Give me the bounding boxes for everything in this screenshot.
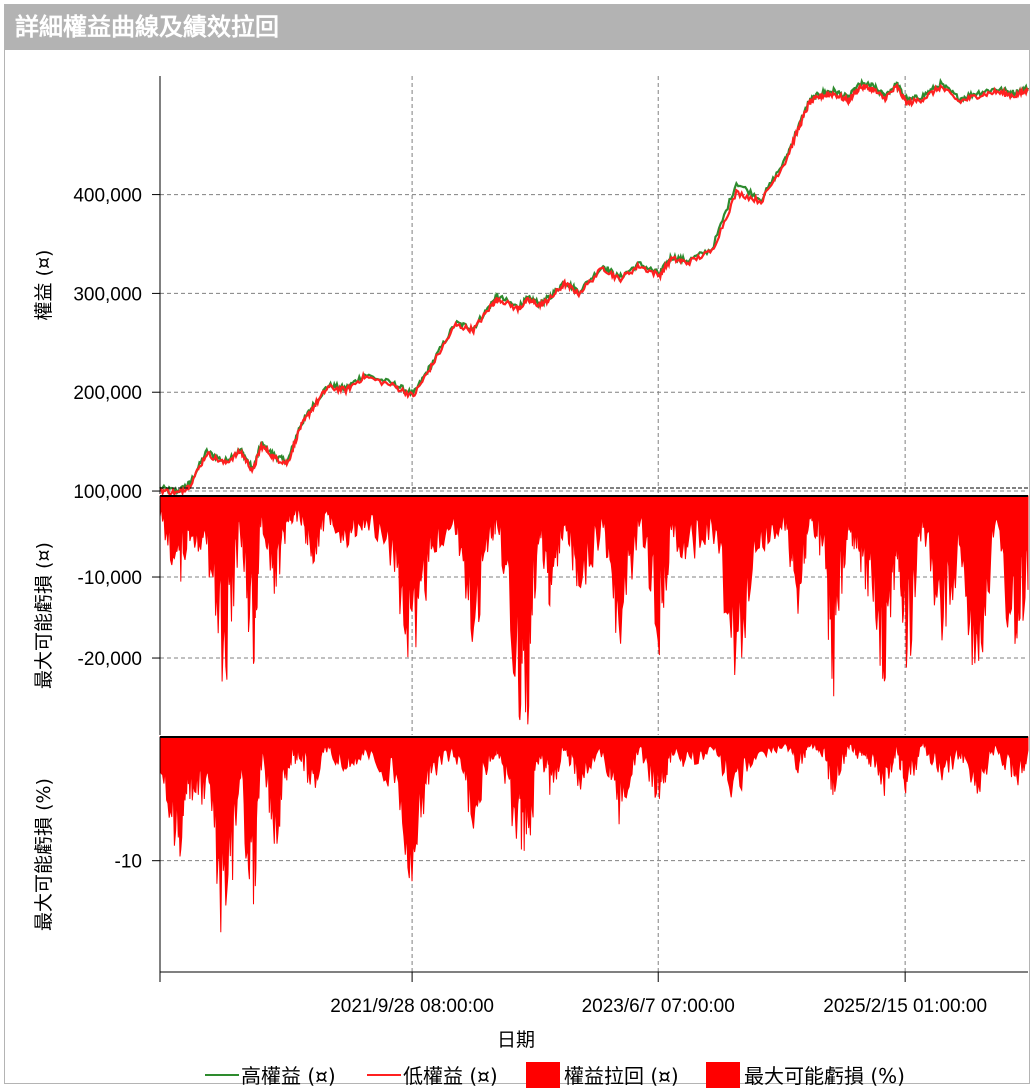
y-tick-label: -10,000 — [78, 568, 142, 589]
y-axis-label: 最大可能虧損 (¤) — [33, 542, 55, 689]
legend-item-equity-drawdown: 權益拉回 (¤) — [526, 1060, 679, 1089]
y-tick-label: -10 — [115, 852, 142, 873]
x-tick-label: 2025/2/15 01:00:00 — [823, 996, 987, 1017]
legend-swatch-red-line — [367, 1073, 401, 1076]
series-line-high-equity — [159, 77, 1030, 496]
equity-panel: 100,000 200,000 300,000 400,000 權益 (¤) — [33, 76, 1030, 503]
y-tick-label: 200,000 — [73, 383, 142, 404]
drawdown-amount-panel: -10,000 -20,000 最大可能虧損 (¤) — [33, 495, 1029, 735]
y-axis-label: 最大可能虧損 (%) — [33, 778, 55, 931]
legend-swatch-red-box — [526, 1061, 560, 1088]
area-max-loss-percent — [159, 736, 1029, 933]
legend-item-low-equity: 低權益 (¤) — [367, 1060, 498, 1089]
y-tick-label: -20,000 — [78, 649, 142, 670]
y-tick-label: 300,000 — [73, 284, 142, 305]
legend-item-max-loss-percent: 最大可能虧損 (%) — [706, 1060, 905, 1089]
legend-swatch-red-box — [706, 1061, 740, 1088]
drawdown-percent-panel: -10 最大可能虧損 (%) — [33, 736, 1029, 972]
area-equity-drawdown — [159, 495, 1029, 725]
y-axis-label: 權益 (¤) — [33, 250, 55, 321]
y-tick-label: 100,000 — [73, 482, 142, 503]
series-line-low-equity — [159, 82, 1029, 498]
legend: 高權益 (¤) 低權益 (¤) 權益拉回 (¤) 最大可能虧損 (%) — [0, 1056, 1032, 1089]
window-title: 詳細權益曲線及績效拉回 — [5, 5, 1030, 50]
legend-label: 權益拉回 (¤) — [564, 1064, 679, 1088]
legend-item-high-equity: 高權益 (¤) — [205, 1060, 336, 1089]
legend-label: 高權益 (¤) — [241, 1064, 336, 1088]
legend-label: 最大可能虧損 (%) — [744, 1064, 905, 1088]
legend-swatch-green-line — [205, 1073, 239, 1076]
x-axis-label: 日期 — [497, 1029, 535, 1051]
x-tick-label: 2023/6/7 07:00:00 — [582, 996, 735, 1017]
x-tick-label: 2021/9/28 08:00:00 — [330, 996, 494, 1017]
equity-chart: 100,000 200,000 300,000 400,000 權益 (¤) -10,0… — [33, 76, 1030, 1051]
x-axis: 2021/9/28 08:00:00 2023/6/7 07:00:00 2025/… — [159, 971, 1028, 1051]
y-tick-label: 400,000 — [73, 186, 142, 207]
legend-label: 低權益 (¤) — [403, 1064, 498, 1088]
